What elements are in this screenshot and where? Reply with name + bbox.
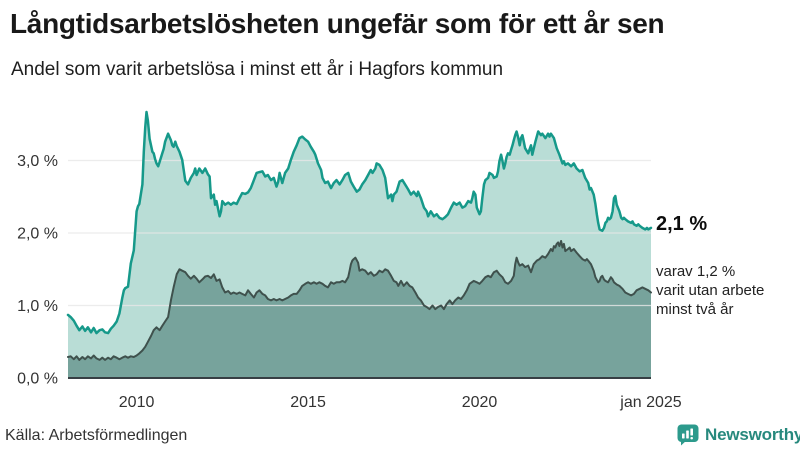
newsworthy-wordmark: Newsworthy bbox=[705, 425, 800, 444]
latest-value-label: 2,1 % bbox=[656, 213, 708, 235]
series-line-0 bbox=[66, 110, 653, 335]
newsworthy-bubble-chart-icon bbox=[677, 424, 699, 446]
y-tick-label: 1,0 % bbox=[17, 298, 58, 315]
x-tick-label: 2020 bbox=[462, 394, 498, 411]
y-tick-label: 2,0 % bbox=[17, 226, 58, 243]
x-tick-label: 2015 bbox=[290, 394, 326, 411]
two-year-detail-label: varav 1,2 % varit utan arbete minst två … bbox=[656, 263, 765, 318]
source-attribution: Källa: Arbetsförmedlingen bbox=[5, 427, 188, 444]
x-tick-label: jan 2025 bbox=[619, 394, 681, 411]
page-title: Långtidsarbetslösheten ungefär som för e… bbox=[10, 8, 665, 39]
chart-subtitle: Andel som varit arbetslösa i minst ett å… bbox=[11, 59, 504, 80]
series-line-1 bbox=[67, 240, 652, 361]
y-tick-label: 3,0 % bbox=[17, 153, 58, 170]
y-tick-label: 0,0 % bbox=[17, 371, 58, 388]
x-tick-label: 2010 bbox=[119, 394, 155, 411]
newsworthy-logo[interactable]: Newsworthy bbox=[677, 424, 800, 446]
